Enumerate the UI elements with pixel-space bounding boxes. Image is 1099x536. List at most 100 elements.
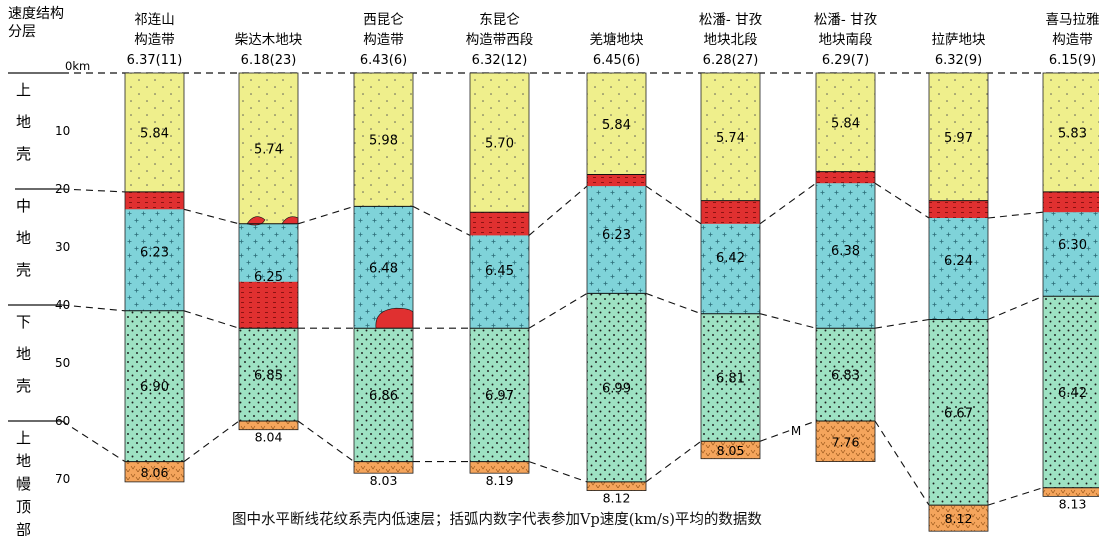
mantle-vp: 8.05 [717,443,745,458]
column-outline [928,72,989,532]
upper-crust-vp: 5.83 [1058,126,1087,141]
upper-mantle-layer [1043,487,1099,497]
column-title: 地块南段 [819,32,873,48]
low-velocity-layer [816,171,875,184]
layer-name-char: 下 [16,313,31,331]
low-velocity-layer [239,281,298,329]
layer-name-char: 上 [16,429,31,447]
layer-name-char: 上 [16,81,31,99]
mantle-vp: 8.06 [141,465,169,480]
upper-crust-vp: 5.84 [140,126,169,141]
boundary-connector [645,440,702,483]
upper-crust-layer [470,73,529,213]
boundary-connector [61,188,126,193]
mantle-vp: 8.04 [255,430,283,445]
column-title: 拉萨地块 [932,32,986,48]
mantle-vp: 8.03 [370,473,398,488]
upper-crust-vp: 5.97 [944,131,973,146]
boundary-connector [183,310,240,329]
lower-crust-vp: 6.67 [944,406,973,421]
boundary-connector [528,185,588,236]
depth-tick-label: 0km [65,59,90,73]
upper-crust-vp: 5.84 [831,116,860,131]
column-outline [469,72,530,474]
moho-label-bg [790,424,802,439]
average-vp-label: 6.15(9) [1049,53,1096,68]
upper-mantle-layer [587,481,646,491]
upper-crust-layer [125,73,184,192]
depth-tick-label: 10 [55,124,70,138]
low-velocity-layer [929,200,988,218]
boundary-connector [61,420,126,463]
lower-crust-layer [125,310,184,462]
boundary-connector [297,420,355,463]
upper-mantle-layer [354,461,413,474]
tectonic-column: 拉萨地块 6.32(9) 5.97 6.24 6.67 8.12 [928,32,989,532]
upper-mantle-layer [125,461,184,482]
boundary-connector [874,318,930,329]
lower-crust-layer [929,319,988,506]
lower-crust-vp: 6.97 [485,389,514,404]
upper-crust-layer [239,73,298,224]
moho-label: M [791,424,801,438]
upper-crust-vp: 5.70 [485,137,514,152]
average-vp-label: 6.37(11) [127,53,183,68]
low-velocity-layer [1043,191,1099,213]
lower-crust-layer [354,328,413,462]
average-vp-label: 6.32(12) [472,53,528,68]
layer-name-char: 顶 [16,498,31,516]
middle-crust-vp: 6.42 [716,251,745,266]
column-outline [700,72,761,460]
upper-crust-layer [354,73,413,207]
layer-name-char: 地 [16,229,31,247]
upper-crust-vp: 5.84 [602,118,631,133]
column-title: 松潘- 甘孜 [814,12,878,28]
lower-crust-vp: 6.86 [369,389,398,404]
depth-tick-label: 30 [55,240,70,254]
upper-crust-vp: 5.74 [716,131,745,146]
mantle-vp: 8.12 [945,511,973,526]
average-vp-label: 6.28(27) [703,53,759,68]
average-vp-label: 6.18(23) [241,53,297,68]
column-title: 西昆仑 [363,12,404,28]
middle-crust-layer [816,171,875,329]
middle-crust-vp: 6.24 [944,254,973,269]
column-outline [238,72,299,431]
boundary-connector [61,304,126,312]
depth-tick-label: 70 [55,472,70,486]
upper-mantle-layer [470,461,529,474]
layer-name-char: 壳 [16,261,31,279]
lower-crust-vp: 6.83 [831,369,860,384]
layer-name-char: 壳 [16,377,31,395]
boundary-connector [528,461,588,483]
upper-crust-layer [1043,73,1099,192]
lower-crust-layer [587,293,646,482]
layer-name-char: 部 [16,521,31,536]
middle-crust-layer [929,200,988,320]
column-outline [124,72,185,483]
upper-crust-layer [587,73,646,175]
boundary-connector [759,420,817,442]
column-title: 喜马拉雅 [1046,12,1099,28]
middle-crust-vp: 6.23 [140,245,169,260]
boundary-connectors: M [61,182,1044,506]
column-outline [1042,72,1099,497]
boundary-connector [759,313,817,329]
low-velocity-layer [125,191,184,210]
middle-crust-vp: 6.45 [485,264,514,279]
average-vp-label: 6.32(9) [935,53,982,68]
middle-crust-vp: 6.23 [602,228,631,243]
boundary-connector [874,182,930,219]
lower-crust-layer [470,328,529,462]
legend-header: 速度结构 [8,6,64,22]
upper-mantle-layer [929,505,988,532]
middle-crust-vp: 6.30 [1058,238,1087,253]
layer-name-char: 地 [16,345,31,363]
